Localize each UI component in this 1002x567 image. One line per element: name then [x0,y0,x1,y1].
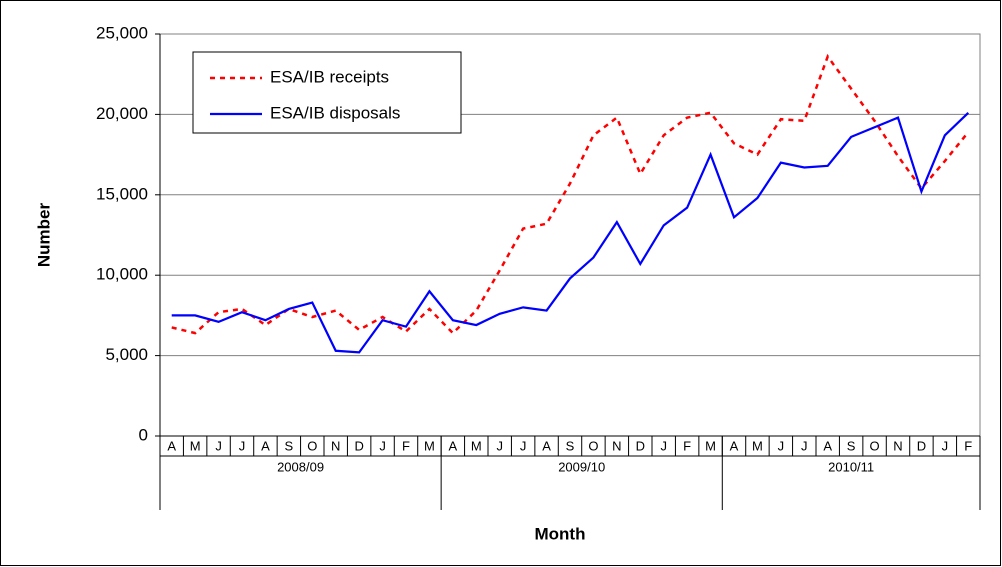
x-tick-label: O [307,438,317,453]
x-tick-label: A [167,438,176,453]
legend-box [192,51,462,134]
x-tick-label: S [847,438,856,453]
legend-label: ESA/IB receipts [270,67,389,86]
x-tick-label: F [964,438,972,453]
x-tick-label: J [660,438,667,453]
x-tick-label: M [424,438,435,453]
y-axis-label: Number [34,203,53,268]
x-tick-label: M [190,438,201,453]
legend-label: ESA/IB disposals [270,103,400,122]
x-tick-label: S [566,438,575,453]
y-tick-label: 25,000 [96,23,148,42]
x-tick-label: O [588,438,598,453]
x-tick-label: A [542,438,551,453]
x-tick-label: S [285,438,294,453]
x-tick-label: O [870,438,880,453]
x-tick-label: F [683,438,691,453]
y-tick-label: 0 [139,425,148,444]
series-line [171,53,970,335]
x-tick-label: A [730,438,739,453]
x-tick-label: F [402,438,410,453]
x-tick-label: M [471,438,482,453]
x-tick-label: A [261,438,270,453]
series-line [171,111,970,354]
x-tick-label: J [778,438,785,453]
x-tick-label: J [496,438,503,453]
x-tick-label: J [215,438,222,453]
x-tick-label: M [752,438,763,453]
x-tick-label: A [823,438,832,453]
y-tick-label: 5,000 [105,345,148,364]
x-axis-label: Month [535,524,586,543]
y-tick-label: 20,000 [96,104,148,123]
y-tick-label: 10,000 [96,265,148,284]
x-tick-label: J [379,438,386,453]
x-tick-label: N [893,438,902,453]
x-tick-label: J [239,438,246,453]
x-tick-label: J [801,438,808,453]
x-group-label: 2009/10 [558,459,605,474]
x-tick-label: M [705,438,716,453]
x-tick-label: A [449,438,458,453]
x-tick-label: J [942,438,949,453]
y-tick-label: 15,000 [96,184,148,203]
x-tick-label: D [636,438,645,453]
x-tick-label: N [612,438,621,453]
x-tick-label: N [331,438,340,453]
x-group-label: 2008/09 [277,459,324,474]
x-group-label: 2010/11 [828,459,874,474]
x-tick-label: D [917,438,926,453]
x-tick-label: D [354,438,363,453]
x-tick-label: J [520,438,527,453]
